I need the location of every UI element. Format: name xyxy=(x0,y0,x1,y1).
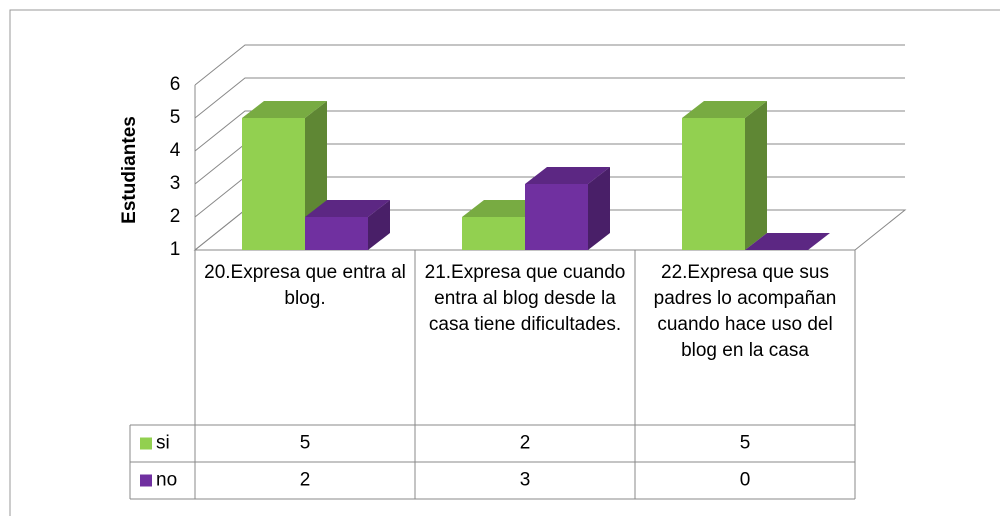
bar xyxy=(745,233,830,250)
y-tick-label: 4 xyxy=(170,140,181,161)
legend-swatch xyxy=(140,474,152,487)
bar-front xyxy=(525,184,588,250)
x-tick-label: 22.Expresa que sus padres lo acompañan c… xyxy=(653,262,837,361)
y-tick-label: 1 xyxy=(170,239,181,260)
bar-top xyxy=(745,233,830,250)
frame xyxy=(9,9,1000,516)
legend-label: no xyxy=(156,470,177,491)
table-value: 5 xyxy=(300,433,311,454)
y-axis-label: Estudiantes xyxy=(119,116,140,224)
bar-top xyxy=(305,200,390,217)
bar-front xyxy=(682,118,745,250)
legend-swatch xyxy=(140,437,152,450)
bar-side xyxy=(745,101,767,250)
bar-top xyxy=(525,167,610,184)
y-tick-label: 5 xyxy=(170,107,181,128)
bar-side xyxy=(588,167,610,250)
table-value: 0 xyxy=(740,470,751,491)
bar-front xyxy=(242,118,305,250)
bar xyxy=(525,167,610,250)
grid-line xyxy=(194,44,905,86)
bar-top xyxy=(242,101,327,118)
table-value: 2 xyxy=(300,470,311,491)
bar xyxy=(682,101,767,250)
bar-front xyxy=(305,217,368,250)
y-tick-label: 2 xyxy=(170,206,181,227)
table-value: 2 xyxy=(520,433,531,454)
x-tick-label: 21.Expresa que cuando entra al blog desd… xyxy=(424,262,626,335)
table-value: 5 xyxy=(740,433,751,454)
bar xyxy=(305,200,390,250)
bar-front xyxy=(462,217,525,250)
bar-top xyxy=(682,101,767,118)
grid-line xyxy=(194,110,905,152)
bar-side xyxy=(368,200,390,250)
x-tick-label: 20.Expresa que entra al blog. xyxy=(204,262,406,309)
y-tick-label: 3 xyxy=(170,173,181,194)
grid-line xyxy=(194,77,905,119)
table-value: 3 xyxy=(520,470,531,491)
y-tick-label: 6 xyxy=(170,74,181,95)
legend-label: si xyxy=(156,433,170,454)
